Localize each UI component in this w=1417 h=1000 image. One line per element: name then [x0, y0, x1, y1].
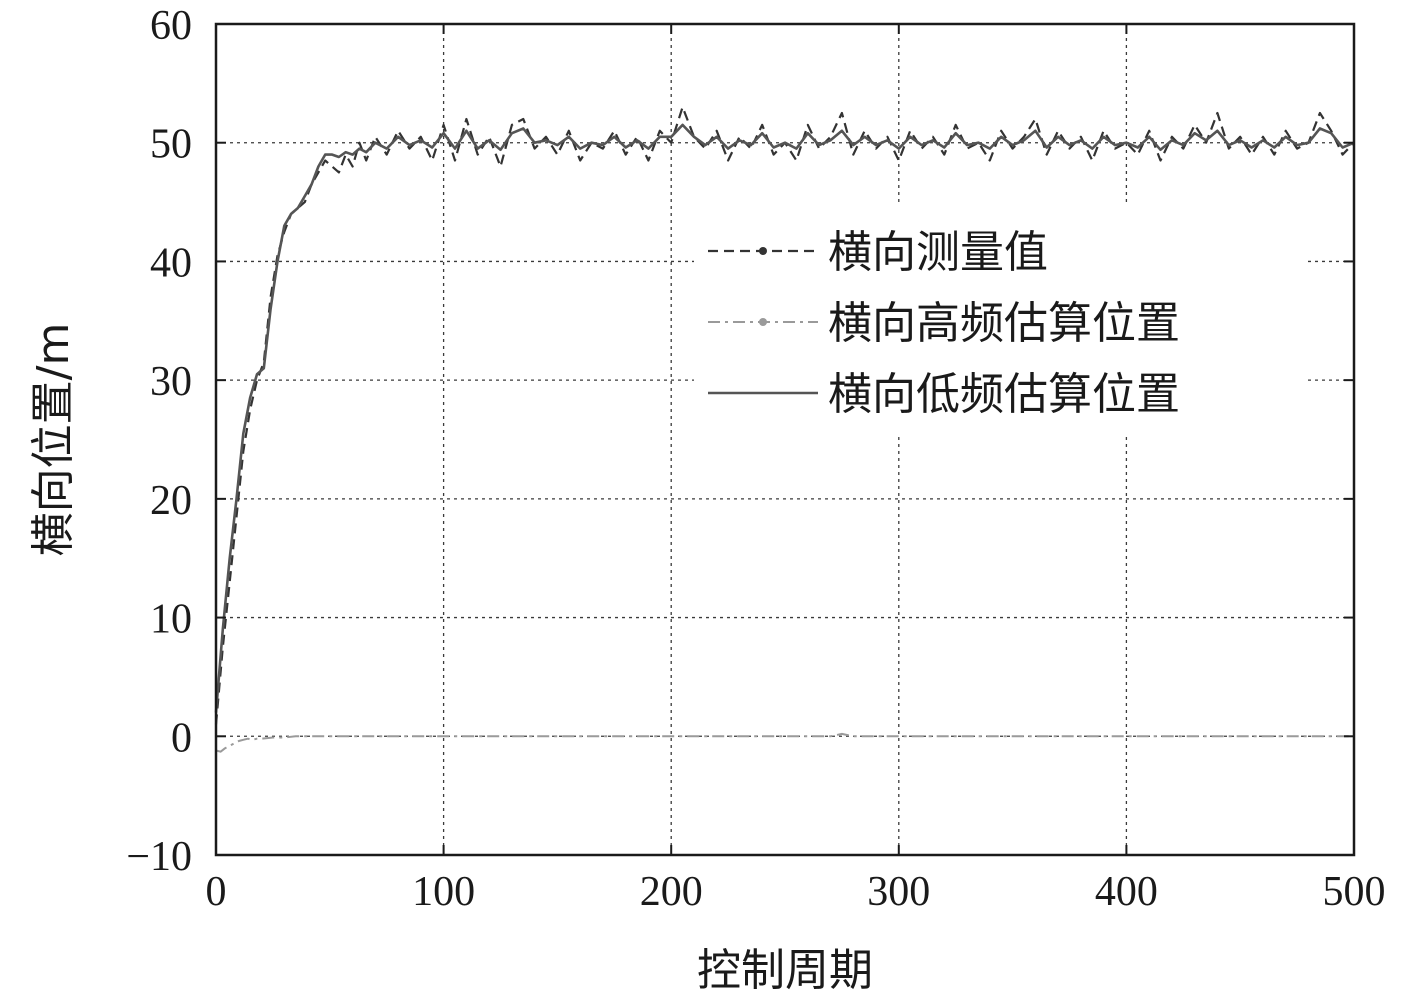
legend-marker-1	[759, 318, 767, 326]
y-axis-ticks: −10 0 10 20 30 40 50 60	[126, 3, 1354, 880]
legend-label-0: 横向测量值	[828, 227, 1048, 278]
y-tick-label: 0	[171, 715, 192, 761]
x-axis-ticks: 0 100 200 300 400 500	[206, 24, 1386, 915]
series-layer	[214, 105, 1355, 753]
y-tick-label: 10	[150, 597, 192, 643]
y-tick-label: 40	[150, 240, 192, 286]
legend-label-2: 横向低频估算位置	[828, 369, 1180, 420]
y-tick-label: 60	[150, 3, 192, 49]
x-tick-label: 300	[867, 869, 930, 915]
plot-frame	[214, 22, 1356, 857]
series-line-2	[214, 123, 1355, 713]
x-tick-label: 400	[1095, 869, 1158, 915]
legend-marker-0	[759, 247, 767, 255]
y-axis-label: 横向位置/m	[28, 323, 79, 557]
y-tick-label: 20	[150, 478, 192, 524]
y-tick-label: 50	[150, 122, 192, 168]
legend-background	[694, 206, 1304, 436]
y-tick-label: −10	[126, 834, 192, 880]
y-tick-label: 30	[150, 359, 192, 405]
x-tick-label: 100	[412, 869, 475, 915]
x-axis-label: 控制周期	[697, 945, 873, 996]
series-line-1	[215, 732, 1354, 753]
x-tick-label: 0	[206, 869, 227, 915]
legend-label-1: 横向高频估算位置	[828, 298, 1180, 349]
series-line-0	[214, 105, 1355, 725]
x-tick-label: 200	[640, 869, 703, 915]
x-tick-label: 500	[1323, 869, 1386, 915]
